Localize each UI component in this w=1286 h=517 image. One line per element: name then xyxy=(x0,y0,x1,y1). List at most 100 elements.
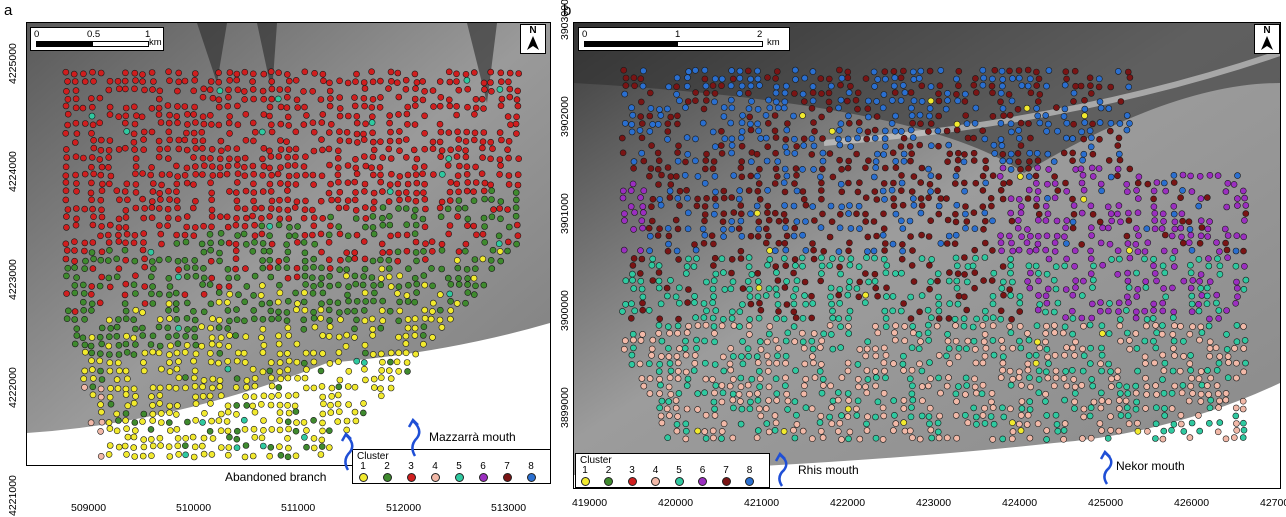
cluster-point xyxy=(747,232,755,240)
cluster-point xyxy=(649,121,656,128)
cluster-point xyxy=(1034,216,1042,224)
cluster-point xyxy=(1151,359,1158,367)
cluster-point xyxy=(756,196,764,203)
cluster-point xyxy=(173,411,180,418)
panel-b-relief xyxy=(574,23,1280,488)
cluster-point xyxy=(1053,104,1060,111)
cluster-point xyxy=(918,164,926,172)
cluster-point xyxy=(754,359,762,366)
cluster-point xyxy=(1009,75,1016,82)
cluster-point xyxy=(1079,345,1086,353)
cluster-point xyxy=(1023,104,1031,112)
cluster-point xyxy=(763,420,771,427)
cluster-point xyxy=(1169,367,1177,375)
cluster-point xyxy=(1240,419,1247,427)
cluster-point xyxy=(655,157,663,164)
cluster-point xyxy=(192,145,200,152)
cluster-point xyxy=(999,359,1007,367)
cluster-point xyxy=(622,74,630,82)
cluster-point xyxy=(1070,98,1077,105)
cluster-point xyxy=(963,382,971,389)
cluster-point xyxy=(479,138,487,145)
cluster-point xyxy=(310,435,318,442)
cluster-point xyxy=(345,297,352,305)
cluster-point xyxy=(1071,405,1078,412)
cluster-point xyxy=(809,345,817,353)
cluster-point xyxy=(800,142,807,149)
cluster-point xyxy=(775,217,783,225)
cluster-point xyxy=(712,143,719,150)
cluster-point xyxy=(836,141,844,149)
cluster-point xyxy=(232,255,240,262)
cluster-point xyxy=(1069,135,1077,142)
cluster-point xyxy=(106,103,114,111)
cluster-point xyxy=(910,278,918,285)
cluster-point xyxy=(283,264,291,271)
cluster-point xyxy=(1050,276,1058,284)
cluster-point xyxy=(970,134,977,142)
cluster-point xyxy=(1203,292,1211,300)
cluster-point xyxy=(275,69,282,77)
cluster-point xyxy=(88,307,95,314)
cluster-point xyxy=(646,128,654,135)
cluster-point xyxy=(1050,158,1058,165)
cluster-point xyxy=(1036,91,1044,98)
cluster-point xyxy=(192,400,200,408)
cluster-point xyxy=(410,213,418,220)
cluster-point xyxy=(655,121,662,128)
cluster-point xyxy=(935,142,942,150)
cluster-point xyxy=(268,374,275,382)
cluster-point xyxy=(989,300,997,308)
y-tick-label: 3900000 xyxy=(559,290,571,331)
cluster-point xyxy=(637,194,644,201)
cluster-point xyxy=(105,451,113,458)
cluster-point xyxy=(1042,390,1049,398)
cluster-point xyxy=(215,298,223,306)
cluster-point xyxy=(284,187,291,194)
cluster-point xyxy=(268,95,275,103)
cluster-point xyxy=(693,202,701,210)
cluster-point xyxy=(1009,375,1017,383)
y-tick-label: 4224000 xyxy=(7,151,19,192)
cluster-point xyxy=(735,225,743,232)
cluster-point xyxy=(971,269,979,276)
cluster-point xyxy=(496,248,504,255)
cluster-point xyxy=(720,353,727,361)
cluster-point xyxy=(852,97,860,104)
cluster-point xyxy=(1043,412,1051,419)
cluster-point xyxy=(215,96,223,103)
cluster-point xyxy=(216,249,223,257)
cluster-point xyxy=(793,411,800,419)
cluster-point xyxy=(207,257,215,265)
cluster-point xyxy=(1089,150,1097,158)
cluster-point xyxy=(421,88,428,95)
cluster-point xyxy=(1097,389,1105,397)
cluster-point xyxy=(1232,404,1240,412)
legend-item-cluster-8: 8 xyxy=(743,465,757,486)
x-tick-label: 422000 xyxy=(830,497,866,509)
cluster-point xyxy=(73,332,81,339)
cluster-point xyxy=(1233,359,1240,367)
cluster-point xyxy=(335,178,342,186)
cluster-point xyxy=(277,180,284,187)
cluster-point xyxy=(140,146,147,153)
cluster-point xyxy=(1027,134,1034,142)
cluster-point xyxy=(275,340,283,348)
cluster-point xyxy=(693,255,700,262)
cluster-point xyxy=(783,232,791,240)
cluster-point xyxy=(326,161,333,169)
cluster-point xyxy=(835,291,843,299)
cluster-point xyxy=(899,201,907,209)
cluster-point xyxy=(190,87,197,95)
cluster-point xyxy=(925,413,933,420)
cluster-point xyxy=(1027,232,1034,240)
cluster-point xyxy=(766,323,774,330)
cluster-point xyxy=(906,375,914,383)
cluster-point xyxy=(916,308,923,316)
cluster-point xyxy=(811,374,819,381)
cluster-point xyxy=(621,210,628,217)
legend-item-label: 6 xyxy=(699,465,706,476)
cluster-point xyxy=(963,345,970,353)
cluster-point xyxy=(1197,217,1205,224)
cluster-point xyxy=(155,111,163,118)
